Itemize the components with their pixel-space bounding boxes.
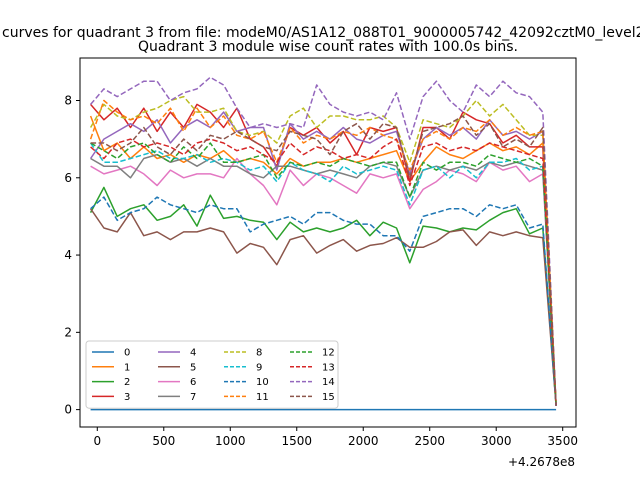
x-axis: 0 500 1000 1500 2000 2500 3000 3500 [93, 427, 578, 448]
legend-label-0: 0 [124, 348, 130, 359]
x-tick-label: 3500 [547, 434, 578, 448]
y-axis: 0 2 4 6 8 [64, 94, 80, 417]
x-tick-label: 3000 [481, 434, 512, 448]
series-line-9 [89, 142, 557, 406]
legend-label-11: 11 [256, 392, 269, 403]
legend-label-13: 13 [322, 362, 335, 373]
y-tick-label: 6 [64, 171, 72, 185]
y-tick-label: 2 [64, 325, 72, 339]
legend-label-2: 2 [124, 377, 130, 388]
series-line-15 [90, 115, 557, 406]
x-tick-label: 1000 [215, 434, 246, 448]
legend-label-10: 10 [256, 377, 269, 388]
y-tick-label: 8 [64, 94, 72, 108]
legend-label-4: 4 [190, 348, 196, 359]
x-tick-label: 0 [93, 434, 101, 448]
series-line-13 [90, 138, 557, 406]
legend-label-8: 8 [256, 348, 262, 359]
x-tick-label: 500 [152, 434, 175, 448]
legend-label-7: 7 [190, 392, 196, 403]
chart-title: Quadrant 3 module wise count rates with … [138, 39, 518, 55]
x-tick-label: 2500 [414, 434, 445, 448]
legend-box [85, 340, 339, 409]
series-line-4 [89, 111, 557, 406]
series-line-2 [89, 186, 557, 406]
series-line-1 [89, 115, 557, 406]
series-line-10 [90, 196, 557, 406]
legend-label-14: 14 [322, 377, 335, 388]
plot-lines [89, 76, 557, 411]
chart-suptitle: Plotting light curves for quadrant 3 fro… [0, 25, 640, 41]
legend-label-15: 15 [322, 392, 335, 403]
legend-label-6: 6 [190, 377, 196, 388]
x-tick-label: 2000 [348, 434, 379, 448]
x-offset-label: +4.2678e8 [508, 455, 575, 469]
legend-label-3: 3 [124, 392, 130, 403]
legend-label-12: 12 [322, 348, 335, 359]
series-line-12 [90, 142, 557, 406]
series-line-11 [89, 99, 557, 406]
series-line-8 [89, 95, 557, 406]
axes-frame [79, 57, 577, 428]
legend-label-5: 5 [190, 362, 196, 373]
series-line-5 [89, 208, 557, 406]
legend-label-9: 9 [256, 362, 262, 373]
y-tick-label: 0 [64, 403, 72, 417]
y-tick-label: 4 [64, 248, 72, 262]
series-line-6 [90, 157, 557, 406]
series-line-14 [90, 76, 557, 406]
x-tick-label: 1500 [281, 434, 312, 448]
legend-label-1: 1 [124, 362, 130, 373]
